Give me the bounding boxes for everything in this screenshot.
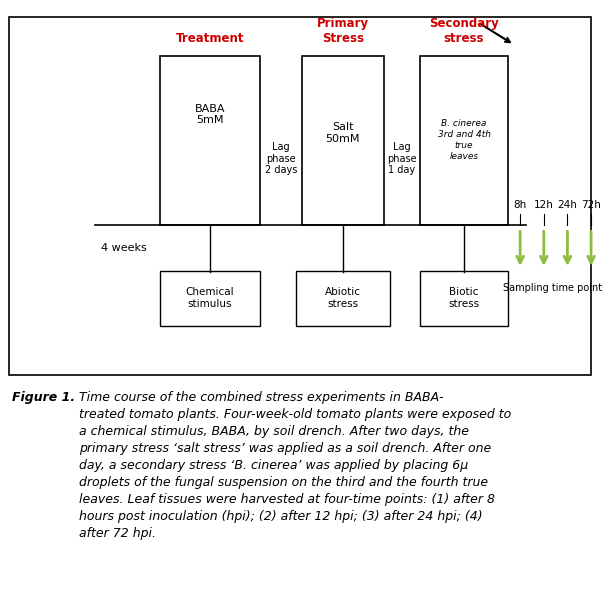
FancyBboxPatch shape <box>420 56 508 225</box>
Text: Lag
phase
2 days: Lag phase 2 days <box>265 142 297 175</box>
Text: Secondary
stress: Secondary stress <box>429 17 499 45</box>
FancyBboxPatch shape <box>160 56 260 225</box>
FancyBboxPatch shape <box>295 271 390 326</box>
Text: Figure 1.: Figure 1. <box>12 391 75 404</box>
Text: 24h: 24h <box>558 200 577 210</box>
Text: Treatment: Treatment <box>175 32 244 45</box>
Text: 8h: 8h <box>514 200 527 210</box>
Text: B. cinerea
3rd and 4th
true
leaves: B. cinerea 3rd and 4th true leaves <box>438 119 490 162</box>
Text: Salt
50mM: Salt 50mM <box>326 122 360 144</box>
Text: Abiotic
stress: Abiotic stress <box>325 287 361 309</box>
FancyBboxPatch shape <box>420 271 508 326</box>
Text: Lag
phase
1 day: Lag phase 1 day <box>387 142 417 175</box>
FancyBboxPatch shape <box>160 271 260 326</box>
Text: Time course of the combined stress experiments in BABA-
treated tomato plants. F: Time course of the combined stress exper… <box>78 391 511 540</box>
Text: BABA
5mM: BABA 5mM <box>195 104 225 126</box>
Text: 72h: 72h <box>581 200 601 210</box>
Text: Chemical
stimulus: Chemical stimulus <box>186 287 234 309</box>
Text: 12h: 12h <box>534 200 554 210</box>
Text: Biotic
stress: Biotic stress <box>449 287 479 309</box>
FancyBboxPatch shape <box>9 17 591 375</box>
Text: Primary
Stress: Primary Stress <box>317 17 369 45</box>
FancyBboxPatch shape <box>302 56 384 225</box>
Text: 4 weeks: 4 weeks <box>101 243 147 253</box>
Text: Sampling time points: Sampling time points <box>504 284 603 294</box>
